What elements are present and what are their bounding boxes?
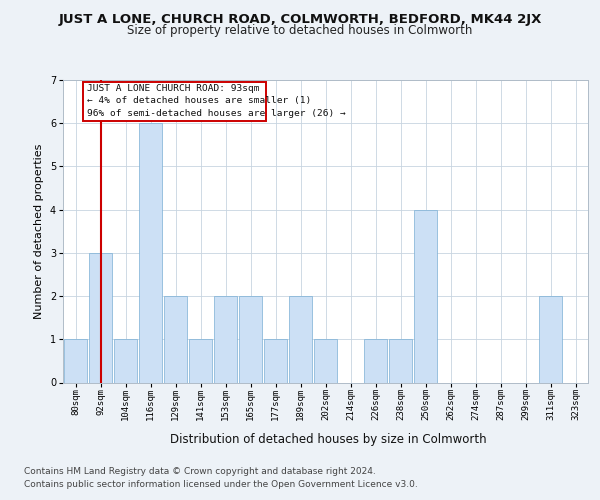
Bar xyxy=(289,296,313,382)
Text: Contains HM Land Registry data © Crown copyright and database right 2024.: Contains HM Land Registry data © Crown c… xyxy=(24,467,376,476)
Bar xyxy=(263,340,287,382)
Y-axis label: Number of detached properties: Number of detached properties xyxy=(34,144,44,319)
Text: Distribution of detached houses by size in Colmworth: Distribution of detached houses by size … xyxy=(170,432,487,446)
Bar xyxy=(139,123,163,382)
Bar xyxy=(89,253,112,382)
Text: JUST A LONE, CHURCH ROAD, COLMWORTH, BEDFORD, MK44 2JX: JUST A LONE, CHURCH ROAD, COLMWORTH, BED… xyxy=(58,12,542,26)
Bar xyxy=(413,210,437,382)
Text: Contains public sector information licensed under the Open Government Licence v3: Contains public sector information licen… xyxy=(24,480,418,489)
Bar xyxy=(314,340,337,382)
Bar xyxy=(113,340,137,382)
Bar xyxy=(214,296,238,382)
Bar xyxy=(389,340,412,382)
Bar xyxy=(539,296,562,382)
Bar xyxy=(64,340,88,382)
Bar xyxy=(239,296,262,382)
FancyBboxPatch shape xyxy=(83,82,266,121)
Bar xyxy=(188,340,212,382)
Bar xyxy=(164,296,187,382)
Text: Size of property relative to detached houses in Colmworth: Size of property relative to detached ho… xyxy=(127,24,473,37)
Bar xyxy=(364,340,388,382)
Text: JUST A LONE CHURCH ROAD: 93sqm
← 4% of detached houses are smaller (1)
96% of se: JUST A LONE CHURCH ROAD: 93sqm ← 4% of d… xyxy=(87,84,346,118)
